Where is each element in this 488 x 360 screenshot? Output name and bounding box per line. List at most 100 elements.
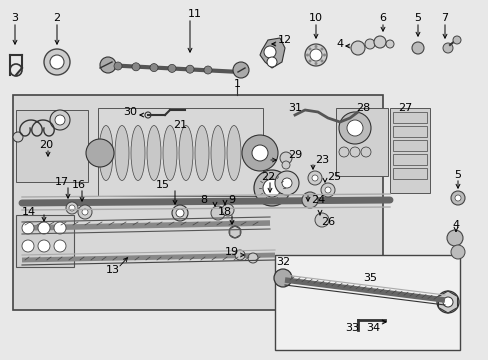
Circle shape xyxy=(450,245,464,259)
Text: 25: 25 xyxy=(326,172,340,182)
Circle shape xyxy=(78,205,92,219)
Circle shape xyxy=(100,57,116,73)
Circle shape xyxy=(228,226,241,238)
Circle shape xyxy=(55,115,65,125)
Circle shape xyxy=(50,110,70,130)
Circle shape xyxy=(266,57,276,67)
Circle shape xyxy=(442,297,452,307)
Text: 15: 15 xyxy=(156,180,170,190)
Bar xyxy=(392,168,426,179)
Circle shape xyxy=(282,178,291,188)
Circle shape xyxy=(314,45,317,48)
Text: 33: 33 xyxy=(345,323,358,333)
Circle shape xyxy=(280,152,291,164)
Circle shape xyxy=(22,222,34,234)
Ellipse shape xyxy=(179,126,193,180)
Ellipse shape xyxy=(99,126,113,180)
Circle shape xyxy=(450,191,464,205)
Circle shape xyxy=(338,112,370,144)
Text: 23: 23 xyxy=(314,155,328,165)
Circle shape xyxy=(13,132,23,142)
Text: 20: 20 xyxy=(39,140,53,150)
Circle shape xyxy=(86,139,114,167)
Circle shape xyxy=(44,49,70,75)
Ellipse shape xyxy=(147,126,161,180)
Circle shape xyxy=(302,192,317,208)
Text: 3: 3 xyxy=(12,13,19,23)
Bar xyxy=(13,95,382,310)
Circle shape xyxy=(210,206,224,220)
Circle shape xyxy=(247,253,258,263)
Circle shape xyxy=(305,44,326,66)
Bar xyxy=(16,215,74,267)
Ellipse shape xyxy=(210,126,224,180)
Text: 5: 5 xyxy=(414,13,421,23)
Circle shape xyxy=(253,170,289,206)
Text: 27: 27 xyxy=(397,103,411,113)
Text: 32: 32 xyxy=(275,257,289,267)
Circle shape xyxy=(308,59,311,63)
Bar xyxy=(98,108,263,196)
Circle shape xyxy=(282,161,289,169)
Text: 35: 35 xyxy=(362,273,376,283)
Text: 31: 31 xyxy=(287,103,302,113)
Text: 11: 11 xyxy=(187,9,202,19)
Text: 10: 10 xyxy=(308,13,323,23)
Ellipse shape xyxy=(226,126,241,180)
Circle shape xyxy=(323,54,325,57)
Text: 6: 6 xyxy=(379,13,386,23)
Text: 16: 16 xyxy=(72,180,86,190)
Circle shape xyxy=(314,213,328,227)
Text: 34: 34 xyxy=(365,323,379,333)
Bar xyxy=(392,126,426,137)
Bar xyxy=(16,110,88,182)
Bar xyxy=(392,154,426,165)
Circle shape xyxy=(309,49,321,61)
Circle shape xyxy=(320,48,323,50)
Bar xyxy=(392,140,426,151)
Circle shape xyxy=(264,46,275,58)
Circle shape xyxy=(38,240,50,252)
Circle shape xyxy=(320,59,323,63)
Circle shape xyxy=(185,65,194,73)
Text: 21: 21 xyxy=(173,120,187,130)
Text: 24: 24 xyxy=(310,195,325,205)
Circle shape xyxy=(360,147,370,157)
Text: 22: 22 xyxy=(260,172,275,182)
Circle shape xyxy=(132,63,140,71)
Circle shape xyxy=(307,171,321,185)
Circle shape xyxy=(251,145,267,161)
Circle shape xyxy=(373,36,385,48)
Ellipse shape xyxy=(163,126,177,180)
Circle shape xyxy=(452,36,460,44)
Circle shape xyxy=(235,250,244,260)
Circle shape xyxy=(436,291,458,313)
Circle shape xyxy=(54,240,66,252)
Text: 13: 13 xyxy=(106,265,120,275)
Circle shape xyxy=(242,135,278,171)
Text: 9: 9 xyxy=(228,195,235,205)
Text: 12: 12 xyxy=(277,35,291,45)
Text: 4: 4 xyxy=(336,39,343,49)
Text: 1: 1 xyxy=(233,79,240,89)
Bar xyxy=(389,108,429,193)
Circle shape xyxy=(385,40,393,48)
Text: 4: 4 xyxy=(451,220,459,230)
Circle shape xyxy=(311,175,317,181)
Bar xyxy=(274,255,459,350)
Circle shape xyxy=(150,64,158,72)
Circle shape xyxy=(50,55,64,69)
Ellipse shape xyxy=(131,126,145,180)
Circle shape xyxy=(454,195,460,201)
Circle shape xyxy=(273,269,291,287)
Text: 2: 2 xyxy=(53,13,61,23)
Circle shape xyxy=(38,222,50,234)
Circle shape xyxy=(308,48,311,50)
Circle shape xyxy=(172,205,187,221)
Circle shape xyxy=(364,39,374,49)
Circle shape xyxy=(338,147,348,157)
Circle shape xyxy=(350,41,364,55)
Ellipse shape xyxy=(195,126,208,180)
Circle shape xyxy=(263,179,281,197)
Text: 26: 26 xyxy=(320,217,334,227)
